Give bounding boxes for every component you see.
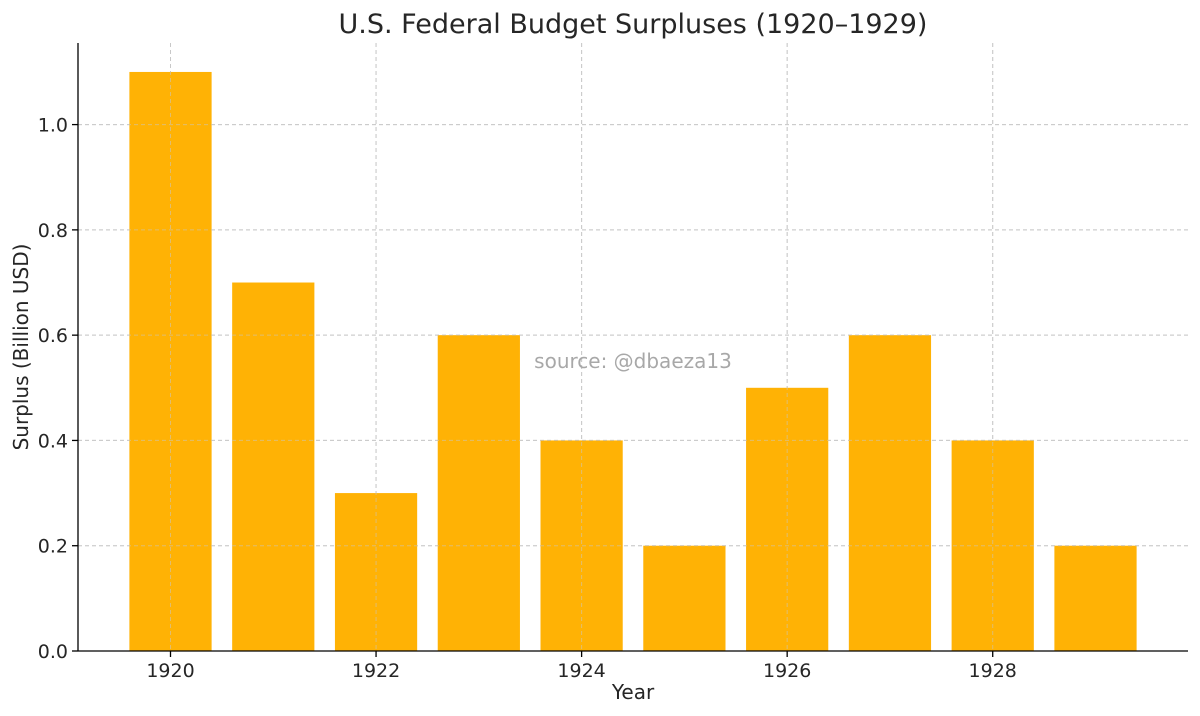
- x-tick-label: 1922: [352, 660, 400, 682]
- bar-1925: [643, 545, 726, 651]
- x-tick-label: 1926: [763, 660, 811, 682]
- x-tick-label: 1928: [969, 660, 1017, 682]
- axes: [77, 43, 1188, 652]
- bar-1928: [951, 440, 1034, 651]
- x-axis-title: Year: [611, 680, 655, 704]
- bar-1923: [437, 335, 520, 651]
- y-tick-label: 0.0: [38, 641, 68, 663]
- bar-1927: [848, 335, 932, 651]
- y-tick-label: 0.6: [38, 325, 68, 347]
- y-axis-title: Surplus (Billion USD): [9, 244, 33, 451]
- x-tick-label: 1920: [146, 660, 194, 682]
- y-tick-label: 0.8: [38, 220, 68, 242]
- y-tick-label: 0.4: [38, 430, 68, 452]
- ticks: 0.0 0.2 0.4 0.6 0.8 1.0 1920 1922 1924 1926 1928: [38, 115, 1017, 682]
- watermark-text: source: @dbaeza13: [534, 349, 732, 373]
- chart-title: U.S. Federal Budget Surpluses (1920–1929…: [339, 9, 928, 40]
- bar-1929: [1054, 545, 1137, 651]
- bar-1921: [232, 282, 315, 651]
- y-tick-label: 0.2: [38, 536, 68, 558]
- x-tick-label: 1924: [557, 660, 605, 682]
- y-tick-label: 1.0: [38, 115, 68, 137]
